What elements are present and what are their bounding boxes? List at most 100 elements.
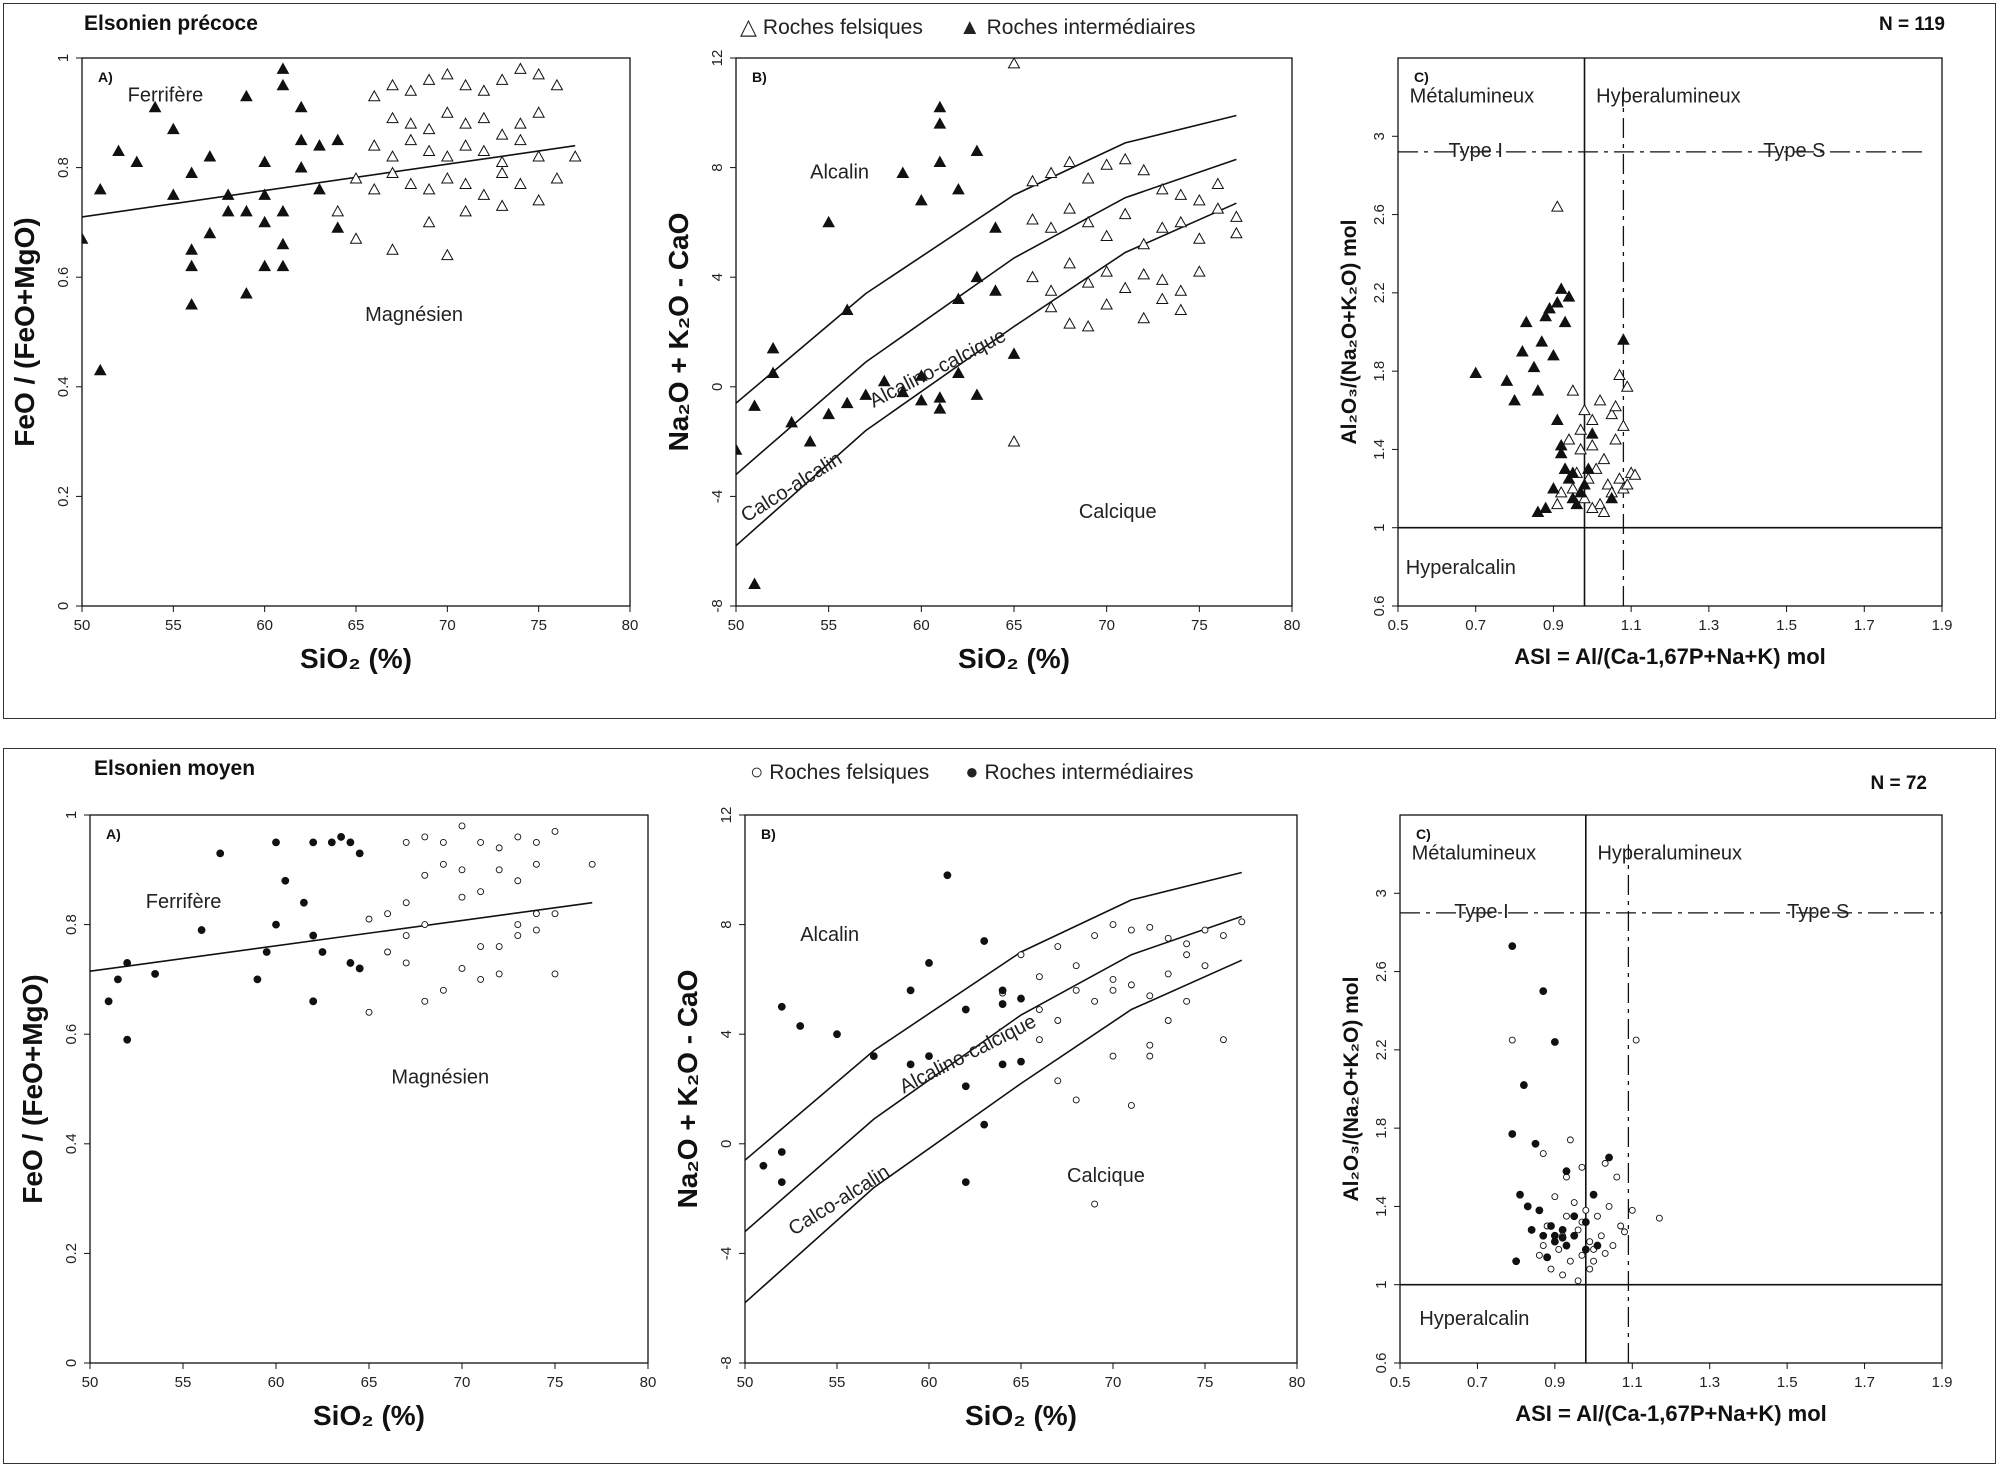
x-tick-label: 80 [1289, 1374, 1306, 1391]
data-point [440, 248, 454, 261]
data-point [906, 986, 915, 995]
data-point [906, 1060, 915, 1069]
data-point [114, 975, 122, 984]
data-point [989, 221, 1002, 233]
data-point [495, 970, 503, 978]
data-point [1054, 943, 1062, 950]
data-point [258, 215, 272, 228]
data-point [337, 833, 346, 841]
data-point [367, 182, 381, 195]
chart-2: 50 55 60 65 70 75 80 -8 -4 0 4 8 12 SiO₂ (%) Na₂O + K₂… [663, 50, 1300, 674]
data-point [1201, 962, 1209, 970]
data-point [514, 133, 527, 146]
data-point [349, 232, 363, 244]
data-point [346, 838, 355, 847]
x-tick-label: 1.9 [1932, 1374, 1953, 1391]
data-point [1581, 1245, 1590, 1254]
data-point [1017, 951, 1025, 959]
data-point [331, 204, 345, 217]
data-point [822, 407, 836, 420]
data-point [1535, 335, 1549, 347]
data-point [514, 117, 527, 129]
data-point [1550, 497, 1564, 510]
data-point [1539, 1150, 1547, 1158]
data-point [1574, 423, 1587, 435]
plot-tag: C) [1414, 69, 1429, 85]
data-point [440, 106, 454, 118]
data-point [748, 399, 761, 411]
data-point [440, 172, 454, 184]
data-point [1007, 347, 1021, 359]
data-point [1155, 182, 1169, 195]
y-tick-label: 1 [63, 811, 80, 819]
panel-elsonien-precoce: Elsonien précoce N = 119 △ Roches felsiqu… [3, 3, 1996, 719]
data-point [1554, 446, 1568, 459]
plot-tag: B) [761, 826, 776, 842]
data-point [1054, 1077, 1062, 1085]
data-point [914, 393, 928, 406]
data-point [550, 172, 564, 184]
data-point [1539, 1231, 1548, 1240]
data-point [151, 970, 160, 978]
data-point [1559, 1271, 1567, 1279]
data-point [421, 997, 429, 1005]
data-point [1574, 1277, 1582, 1285]
data-point [346, 959, 355, 967]
plot-area: Métalumineux Hyperalumineux Type I Type S Hy… [1398, 58, 1942, 606]
data-point [439, 986, 447, 994]
data-point [532, 150, 546, 162]
x-tick-label: 70 [1105, 1374, 1122, 1391]
x-tick-label: 0.9 [1544, 1374, 1565, 1391]
data-point [1164, 934, 1172, 942]
data-point [458, 822, 466, 830]
y-tick-label: 1.8 [1373, 1118, 1390, 1139]
data-point [402, 932, 410, 940]
data-point [551, 910, 559, 918]
data-point [1091, 932, 1099, 940]
data-point [258, 188, 272, 200]
data-point [1551, 1193, 1559, 1201]
boundary-line [736, 114, 1237, 404]
data-point [123, 1035, 132, 1044]
chart-5: 50 55 60 65 70 75 80 -8 -4 0 4 8 12 SiO₂ (%) Na₂O + K₂… [672, 807, 1305, 1431]
data-point [1574, 1226, 1582, 1234]
data-point [477, 144, 491, 157]
data-point [258, 259, 272, 272]
data-point [253, 975, 262, 984]
y-tick-label: 3 [1371, 132, 1388, 140]
data-point [1026, 213, 1039, 225]
data-point [1609, 1242, 1617, 1250]
data-point [1620, 380, 1634, 392]
x-tick-label: 50 [74, 617, 91, 634]
y-tick-label: 1.8 [1371, 361, 1388, 382]
field-label: Type S [1763, 140, 1825, 162]
data-point [1562, 433, 1576, 445]
x-tick-label: 0.7 [1467, 1374, 1488, 1391]
field-label: Alcalin [800, 924, 859, 946]
data-point [1609, 433, 1622, 445]
data-point [1570, 1199, 1578, 1206]
data-point [1531, 384, 1545, 396]
field-label: Hyperalcalin [1419, 1308, 1529, 1330]
panel-elsonien-moyen: Elsonien moyen N = 72 ○ Roches felsiques ●… [3, 748, 1996, 1464]
data-point [1469, 366, 1483, 378]
data-point [1211, 177, 1225, 189]
data-point [1146, 992, 1154, 1000]
data-point [551, 827, 559, 835]
plot-area: Ferrifère Magnésien [90, 822, 596, 1088]
data-point [458, 964, 466, 972]
data-point [477, 943, 485, 950]
data-point [1007, 58, 1021, 69]
data-point [1593, 1212, 1601, 1220]
data-point [1605, 1202, 1613, 1210]
legend-intermediate-label: Roches intermédiaires [984, 761, 1194, 784]
y-tick-label: 4 [709, 273, 726, 281]
data-point [386, 150, 399, 162]
data-point [1081, 276, 1095, 288]
data-point [980, 937, 989, 945]
data-point [1238, 918, 1246, 926]
data-point [1589, 462, 1603, 474]
data-point [313, 139, 326, 151]
data-point [272, 920, 280, 929]
data-point [777, 1178, 786, 1187]
